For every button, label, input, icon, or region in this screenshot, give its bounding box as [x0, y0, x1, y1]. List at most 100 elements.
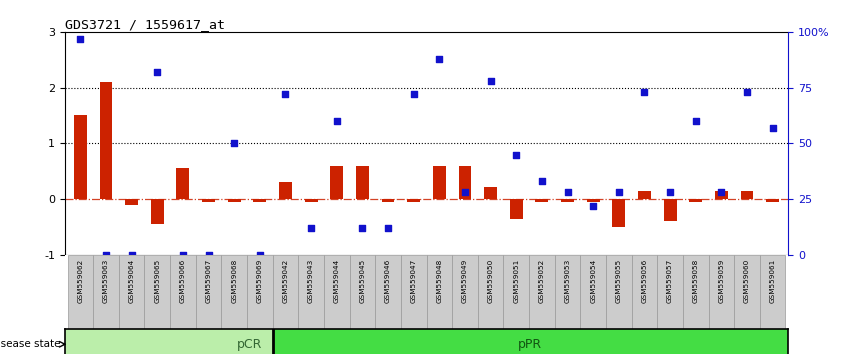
Point	[99, 252, 113, 258]
Text: GSM559066: GSM559066	[180, 258, 186, 303]
FancyBboxPatch shape	[759, 255, 785, 329]
FancyBboxPatch shape	[324, 255, 350, 329]
FancyBboxPatch shape	[452, 255, 478, 329]
Bar	[65, 329, 273, 354]
Bar	[228, 199, 241, 202]
Text: GSM559053: GSM559053	[565, 258, 571, 303]
Text: GSM559056: GSM559056	[642, 258, 648, 303]
Point	[330, 118, 344, 124]
Text: pPR: pPR	[518, 338, 542, 351]
Bar	[459, 166, 471, 199]
Text: GSM559050: GSM559050	[488, 258, 494, 303]
Point	[125, 252, 139, 258]
Text: GSM559059: GSM559059	[719, 258, 724, 303]
FancyBboxPatch shape	[145, 255, 170, 329]
FancyBboxPatch shape	[247, 255, 273, 329]
Point	[279, 91, 293, 97]
Bar	[510, 199, 523, 219]
Text: GSM559049: GSM559049	[462, 258, 468, 303]
Point	[151, 69, 165, 75]
FancyBboxPatch shape	[401, 255, 426, 329]
Text: GSM559047: GSM559047	[410, 258, 417, 303]
Point	[304, 225, 318, 231]
FancyBboxPatch shape	[580, 255, 606, 329]
Text: GSM559068: GSM559068	[231, 258, 237, 303]
FancyBboxPatch shape	[683, 255, 708, 329]
Bar	[535, 199, 548, 202]
FancyBboxPatch shape	[631, 255, 657, 329]
FancyBboxPatch shape	[529, 255, 555, 329]
FancyBboxPatch shape	[68, 255, 94, 329]
Bar	[177, 169, 190, 199]
Bar	[279, 182, 292, 199]
FancyBboxPatch shape	[734, 255, 759, 329]
Point	[432, 56, 446, 62]
Point	[637, 89, 651, 95]
Point	[202, 252, 216, 258]
Point	[227, 141, 241, 146]
Point	[688, 118, 702, 124]
FancyBboxPatch shape	[298, 255, 324, 329]
Text: GSM559045: GSM559045	[359, 258, 365, 303]
Bar	[740, 191, 753, 199]
Bar	[715, 191, 727, 199]
Bar	[356, 166, 369, 199]
Point	[74, 36, 87, 41]
Text: GSM559043: GSM559043	[308, 258, 314, 303]
Point	[509, 152, 523, 157]
Text: GSM559062: GSM559062	[77, 258, 83, 303]
Bar	[407, 199, 420, 202]
FancyBboxPatch shape	[478, 255, 503, 329]
Text: disease state: disease state	[0, 339, 61, 349]
Text: GSM559063: GSM559063	[103, 258, 109, 303]
Bar	[126, 199, 138, 205]
Point	[253, 252, 267, 258]
Text: GSM559069: GSM559069	[257, 258, 262, 303]
Point	[612, 190, 626, 195]
Point	[458, 190, 472, 195]
Bar	[254, 199, 266, 202]
Point	[766, 125, 779, 131]
FancyBboxPatch shape	[503, 255, 529, 329]
Text: GSM559064: GSM559064	[129, 258, 134, 303]
Text: GSM559065: GSM559065	[154, 258, 160, 303]
Bar	[663, 199, 676, 222]
FancyBboxPatch shape	[273, 255, 298, 329]
Bar	[433, 166, 446, 199]
Bar	[74, 115, 87, 199]
Text: GSM559060: GSM559060	[744, 258, 750, 303]
Text: GSM559042: GSM559042	[282, 258, 288, 303]
Bar	[100, 82, 113, 199]
Text: GSM559044: GSM559044	[333, 258, 339, 303]
Bar	[382, 199, 394, 202]
Point	[740, 89, 754, 95]
Text: GDS3721 / 1559617_at: GDS3721 / 1559617_at	[65, 18, 225, 31]
Text: GSM559061: GSM559061	[770, 258, 776, 303]
Point	[586, 203, 600, 209]
Text: GSM559052: GSM559052	[539, 258, 545, 303]
Bar	[638, 191, 651, 199]
Point	[484, 78, 498, 84]
Bar	[689, 199, 702, 202]
Bar	[587, 199, 599, 202]
FancyBboxPatch shape	[657, 255, 683, 329]
Text: GSM559067: GSM559067	[205, 258, 211, 303]
Bar	[561, 199, 574, 202]
Bar	[151, 199, 164, 224]
Bar	[612, 199, 625, 227]
Text: GSM559054: GSM559054	[591, 258, 596, 303]
Point	[355, 225, 369, 231]
Bar	[202, 199, 215, 202]
FancyBboxPatch shape	[222, 255, 247, 329]
FancyBboxPatch shape	[426, 255, 452, 329]
FancyBboxPatch shape	[555, 255, 580, 329]
Point	[663, 190, 677, 195]
Point	[560, 190, 574, 195]
Text: GSM559058: GSM559058	[693, 258, 699, 303]
Bar	[330, 166, 343, 199]
FancyBboxPatch shape	[170, 255, 196, 329]
FancyBboxPatch shape	[606, 255, 631, 329]
Bar	[766, 199, 779, 202]
Text: GSM559055: GSM559055	[616, 258, 622, 303]
FancyBboxPatch shape	[708, 255, 734, 329]
